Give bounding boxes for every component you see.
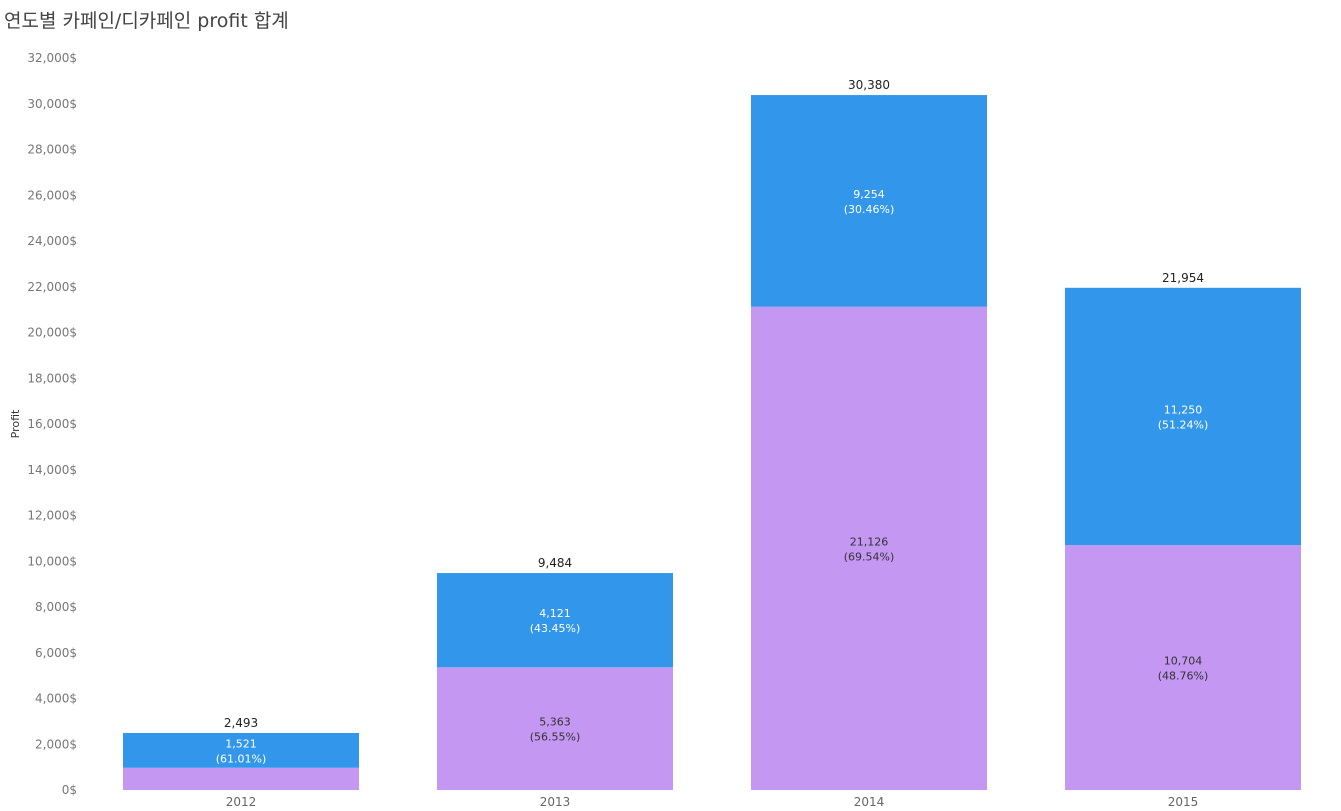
segment-value-label: 11,250 bbox=[1164, 403, 1203, 416]
segment-value-label: 21,126 bbox=[850, 535, 889, 548]
bar-total-label: 21,954 bbox=[1162, 271, 1204, 285]
y-tick-label: 14,000$ bbox=[27, 463, 77, 477]
y-tick-label: 6,000$ bbox=[35, 646, 77, 660]
y-axis: 0$ 2,000$ 4,000$ 6,000$ 8,000$ 10,000$ 12,000$… bbox=[9, 51, 77, 797]
segment-percent-label: (48.76%) bbox=[1158, 670, 1209, 683]
y-tick-label: 18,000$ bbox=[27, 371, 77, 385]
segment-percent-label: (61.01%) bbox=[216, 752, 267, 765]
segment-percent-label: (51.24%) bbox=[1158, 418, 1209, 431]
y-tick-label: 4,000$ bbox=[35, 692, 77, 706]
y-tick-label: 24,000$ bbox=[27, 234, 77, 248]
bars-group: 1,521 (61.01%) 2,493 5,363 (56.55%) 4,121 (43.… bbox=[123, 78, 1301, 790]
y-tick-label: 10,000$ bbox=[27, 554, 77, 568]
segment-percent-label: (56.55%) bbox=[530, 731, 581, 744]
bar-segment[interactable] bbox=[437, 667, 673, 790]
y-tick-label: 28,000$ bbox=[27, 143, 77, 157]
bar-total-label: 30,380 bbox=[848, 78, 890, 92]
y-tick-label: 8,000$ bbox=[35, 600, 77, 614]
bar-total-label: 9,484 bbox=[538, 556, 572, 570]
segment-value-label: 5,363 bbox=[539, 716, 571, 729]
x-tick-label: 2012 bbox=[226, 795, 257, 809]
segment-value-label: 10,704 bbox=[1164, 655, 1203, 668]
segment-percent-label: (69.54%) bbox=[844, 550, 895, 563]
y-tick-label: 2,000$ bbox=[35, 737, 77, 751]
y-tick-label: 22,000$ bbox=[27, 280, 77, 294]
x-tick-label: 2013 bbox=[540, 795, 571, 809]
segment-value-label: 4,121 bbox=[539, 607, 571, 620]
bar-segment[interactable] bbox=[437, 573, 673, 668]
x-tick-label: 2015 bbox=[1168, 795, 1199, 809]
chart-title: 연도별 카페인/디카페인 profit 합계 bbox=[4, 10, 289, 32]
segment-percent-label: (43.45%) bbox=[530, 622, 581, 635]
y-tick-label: 26,000$ bbox=[27, 188, 77, 202]
y-tick-label: 20,000$ bbox=[27, 326, 77, 340]
bar-segment[interactable] bbox=[123, 732, 359, 768]
segment-value-label: 1,521 bbox=[225, 737, 257, 750]
bar-segment[interactable] bbox=[123, 767, 359, 790]
segment-value-label: 9,254 bbox=[853, 188, 885, 201]
bar-segment[interactable] bbox=[751, 95, 987, 307]
x-tick-label: 2014 bbox=[854, 795, 885, 809]
x-axis: 2012 2013 2014 2015 bbox=[226, 795, 1199, 809]
y-tick-label: 16,000$ bbox=[27, 417, 77, 431]
bar-segment[interactable] bbox=[1065, 287, 1301, 546]
y-tick-label: 0$ bbox=[62, 783, 77, 797]
bar-segment[interactable] bbox=[751, 306, 987, 790]
y-tick-label: 30,000$ bbox=[27, 97, 77, 111]
y-tick-label: 12,000$ bbox=[27, 509, 77, 523]
y-axis-title: Profit bbox=[9, 409, 22, 438]
segment-percent-label: (30.46%) bbox=[844, 203, 895, 216]
bar-total-label: 2,493 bbox=[224, 716, 258, 730]
y-tick-label: 32,000$ bbox=[27, 51, 77, 65]
bar-segment[interactable] bbox=[1065, 545, 1301, 790]
